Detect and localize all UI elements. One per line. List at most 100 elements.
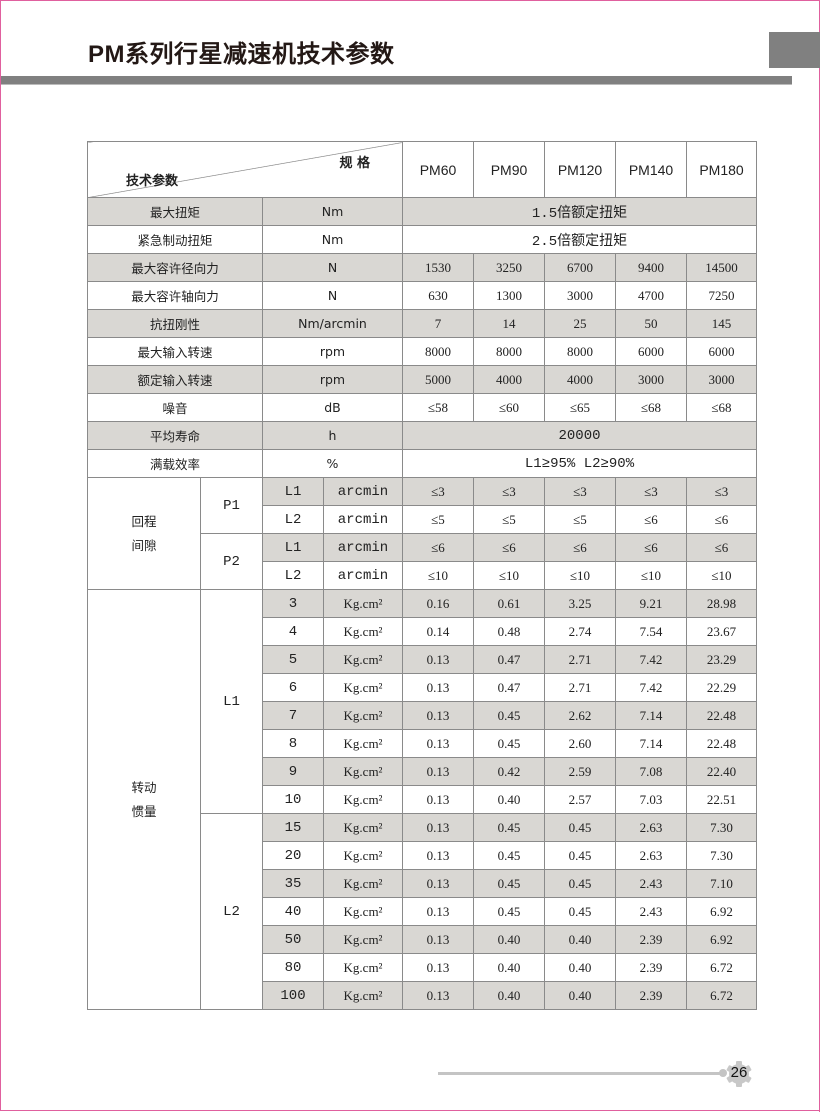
param-value: 145 xyxy=(686,309,757,338)
inertia-value: 6.72 xyxy=(686,953,757,982)
param-unit: Nm xyxy=(262,197,403,226)
param-label: 技术参数 xyxy=(126,174,179,189)
backlash-unit: arcmin xyxy=(323,533,403,562)
precision-label: P1 xyxy=(200,477,263,534)
param-value: 7 xyxy=(402,309,474,338)
inertia-value: 22.51 xyxy=(686,785,757,814)
inertia-label: 转动 惯量 xyxy=(87,589,201,1010)
inertia-value: 0.48 xyxy=(473,617,545,646)
inertia-value: 0.40 xyxy=(473,981,545,1010)
param-value: 7250 xyxy=(686,281,757,310)
inertia-value: 0.40 xyxy=(544,925,616,954)
param-name: 抗扭刚性 xyxy=(87,309,263,338)
inertia-value: 2.71 xyxy=(544,645,616,674)
param-name: 平均寿命 xyxy=(87,421,263,450)
inertia-value: 6.72 xyxy=(686,981,757,1010)
param-row: 额定输入转速 rpm 5000 4000 4000 3000 3000 xyxy=(87,365,757,394)
inertia-unit: Kg.cm² xyxy=(323,757,403,786)
inertia-value: 22.48 xyxy=(686,729,757,758)
model-header: PM180 xyxy=(686,141,757,198)
inertia-value: 2.62 xyxy=(544,701,616,730)
group-label-line: 回程 xyxy=(131,513,157,529)
inertia-value: 0.13 xyxy=(402,869,474,898)
inertia-value: 2.39 xyxy=(615,925,687,954)
inertia-unit: Kg.cm² xyxy=(323,785,403,814)
page-title: PM系列行星减速机技术参数 xyxy=(88,41,395,68)
ratio-label: 80 xyxy=(262,953,324,982)
inertia-value: 0.45 xyxy=(473,813,545,842)
inertia-unit: Kg.cm² xyxy=(323,673,403,702)
param-name: 最大容许径向力 xyxy=(87,253,263,282)
param-value: 6000 xyxy=(686,337,757,366)
param-row: 平均寿命 h 20000 xyxy=(87,421,757,450)
inertia-value: 0.42 xyxy=(473,757,545,786)
backlash-value: ≤10 xyxy=(615,561,687,590)
inertia-value: 0.40 xyxy=(473,953,545,982)
backlash-value: ≤3 xyxy=(686,477,757,506)
backlash-value: ≤10 xyxy=(402,561,474,590)
param-unit: rpm xyxy=(262,365,403,394)
param-value: 14500 xyxy=(686,253,757,282)
page-number: 26 xyxy=(730,1064,748,1081)
inertia-unit: Kg.cm² xyxy=(323,813,403,842)
model-header: PM120 xyxy=(544,141,616,198)
inertia-unit: Kg.cm² xyxy=(323,981,403,1010)
backlash-row: L2 arcmin ≤5 ≤5 ≤5 ≤6 ≤6 xyxy=(88,505,757,534)
ratio-label: 5 xyxy=(262,645,324,674)
param-value: 6000 xyxy=(615,337,687,366)
ratio-label: 15 xyxy=(262,813,324,842)
param-name: 最大输入转速 xyxy=(87,337,263,366)
inertia-value: 2.43 xyxy=(615,897,687,926)
inertia-value: 22.48 xyxy=(686,701,757,730)
inertia-value: 2.63 xyxy=(615,813,687,842)
stage-label: L1 xyxy=(262,533,324,562)
inertia-value: 2.39 xyxy=(615,981,687,1010)
inertia-unit: Kg.cm² xyxy=(323,617,403,646)
param-value: 630 xyxy=(402,281,474,310)
param-value: 8000 xyxy=(473,337,545,366)
param-unit: N xyxy=(262,253,403,282)
header-corner-cell: 规 格 技术参数 xyxy=(87,141,403,198)
backlash-value: ≤10 xyxy=(686,561,757,590)
backlash-value: ≤5 xyxy=(544,505,616,534)
backlash-value: ≤10 xyxy=(473,561,545,590)
param-unit: N xyxy=(262,281,403,310)
inertia-value: 9.21 xyxy=(615,589,687,618)
stage-label: L2 xyxy=(262,505,324,534)
param-value: ≤58 xyxy=(402,393,474,422)
footer-line xyxy=(438,1072,722,1075)
ratio-label: 4 xyxy=(262,617,324,646)
inertia-value: 0.16 xyxy=(402,589,474,618)
param-value: 3000 xyxy=(686,365,757,394)
backlash-value: ≤5 xyxy=(402,505,474,534)
param-value: 8000 xyxy=(402,337,474,366)
inertia-value: 7.54 xyxy=(615,617,687,646)
param-value: ≤65 xyxy=(544,393,616,422)
backlash-value: ≤3 xyxy=(402,477,474,506)
inertia-row: 10 Kg.cm² 0.13 0.40 2.57 7.03 22.51 xyxy=(88,785,757,814)
stage-label: L2 xyxy=(200,813,263,1010)
inertia-value: 0.13 xyxy=(402,645,474,674)
inertia-value: 0.13 xyxy=(402,673,474,702)
group-label-line: 转动 xyxy=(131,779,157,795)
group-label-line: 间隙 xyxy=(131,537,157,553)
backlash-value: ≤3 xyxy=(473,477,545,506)
param-value-merged: L1≥95% L2≥90% xyxy=(402,449,757,478)
param-value: 9400 xyxy=(615,253,687,282)
param-value: 6700 xyxy=(544,253,616,282)
param-value-merged: 2.5倍额定扭矩 xyxy=(402,225,757,254)
model-header: PM60 xyxy=(402,141,474,198)
inertia-value: 2.60 xyxy=(544,729,616,758)
backlash-value: ≤6 xyxy=(473,533,545,562)
inertia-unit: Kg.cm² xyxy=(323,869,403,898)
inertia-value: 2.39 xyxy=(615,953,687,982)
inertia-value: 0.45 xyxy=(473,841,545,870)
stage-label: L2 xyxy=(262,561,324,590)
inertia-value: 0.40 xyxy=(544,981,616,1010)
param-unit: Nm/arcmin xyxy=(262,309,403,338)
ratio-label: 40 xyxy=(262,897,324,926)
inertia-value: 0.45 xyxy=(473,897,545,926)
inertia-value: 2.59 xyxy=(544,757,616,786)
param-value: 4000 xyxy=(544,365,616,394)
param-name: 噪音 xyxy=(87,393,263,422)
